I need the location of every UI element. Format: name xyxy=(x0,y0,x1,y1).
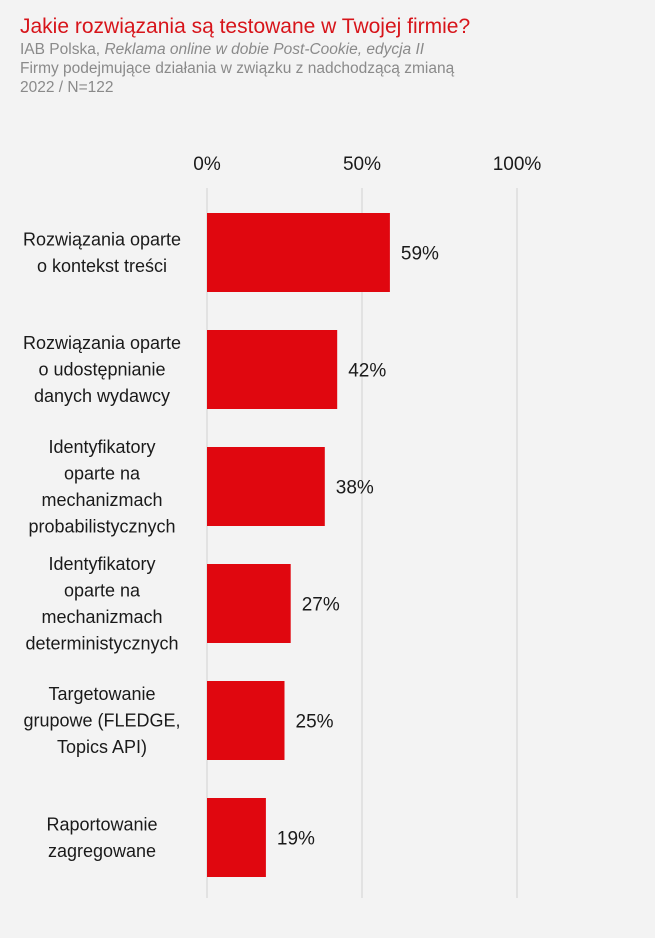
bar xyxy=(207,798,266,877)
x-axis-ticks: 0% 50% 100% xyxy=(193,154,541,175)
category-label-line: Identyfikatory xyxy=(48,554,155,574)
category-label: Targetowanie grupowe (FLEDGE, Topics API) xyxy=(23,684,180,757)
source-publication: Reklama online w dobie Post-Cookie, edyc… xyxy=(104,41,425,58)
chart-sample-info: 2022 / N=122 xyxy=(20,79,114,96)
chart-title: Jakie rozwiązania są testowane w Twojej … xyxy=(20,15,471,38)
bar-value-label: 59% xyxy=(401,244,439,265)
chart-subtitle: Firmy podejmujące działania w związku z … xyxy=(20,60,455,77)
category-label-line: probabilistycznych xyxy=(28,516,175,536)
category-label-line: mechanizmach xyxy=(41,607,162,627)
bar-value-label: 27% xyxy=(302,595,340,616)
x-tick-label: 100% xyxy=(493,154,542,175)
category-label-line: grupowe (FLEDGE, xyxy=(23,711,180,731)
category-label: Rozwiązania oparte o udostępnianie danych … xyxy=(23,333,181,406)
category-label-line: deterministycznych xyxy=(25,633,178,653)
gridlines xyxy=(206,188,518,898)
category-label: Identyfikatory oparte na mechanizmach deter… xyxy=(25,554,178,654)
value-labels: 59% 42% 38% 27% 25% 19% xyxy=(277,244,439,850)
bar-value-label: 19% xyxy=(277,829,315,850)
category-label-line: zagregowane xyxy=(48,841,156,861)
bar xyxy=(207,213,390,292)
category-label-line: danych wydawcy xyxy=(34,386,170,406)
bar xyxy=(207,447,325,526)
bar xyxy=(207,564,291,643)
bar xyxy=(207,681,285,760)
category-label: Rozwiązania oparte o kontekst treści xyxy=(23,229,181,276)
chart-header: Jakie rozwiązania są testowane w Twojej … xyxy=(20,14,640,97)
category-label-line: Rozwiązania oparte xyxy=(23,229,181,249)
category-label-line: o udostępnianie xyxy=(38,360,165,380)
category-label: Identyfikatory oparte na mechanizmach proba… xyxy=(28,437,175,537)
category-label-line: oparte na xyxy=(64,580,141,600)
category-label-line: oparte na xyxy=(64,463,141,483)
category-label-line: Identyfikatory xyxy=(48,437,155,457)
x-tick-label: 50% xyxy=(343,154,381,175)
bar-value-label: 25% xyxy=(296,712,334,733)
category-label-line: Raportowanie xyxy=(46,814,157,834)
bar xyxy=(207,330,338,409)
chart-source: IAB Polska, Reklama online w dobie Post-… xyxy=(20,40,640,59)
category-label-line: Rozwiązania oparte xyxy=(23,333,181,353)
x-tick-label: 0% xyxy=(193,154,221,175)
source-org: IAB Polska, xyxy=(20,41,105,58)
bars xyxy=(207,213,390,877)
category-label-line: Targetowanie xyxy=(48,684,155,704)
bar-value-label: 42% xyxy=(348,361,386,382)
bar-value-label: 38% xyxy=(336,478,374,499)
category-labels: Rozwiązania oparte o kontekst treściRozwi… xyxy=(23,229,181,861)
category-label-line: mechanizmach xyxy=(41,490,162,510)
category-label-line: o kontekst treści xyxy=(37,256,167,276)
category-label: Raportowanie zagregowane xyxy=(46,814,157,861)
category-label-line: Topics API) xyxy=(57,737,147,757)
